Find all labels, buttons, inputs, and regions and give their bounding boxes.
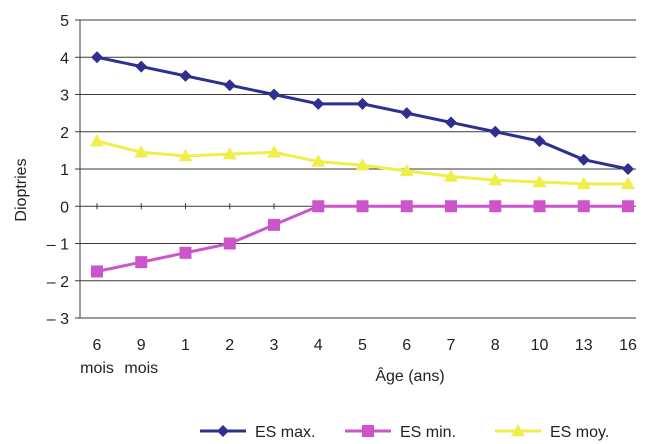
data-point: [355, 158, 370, 171]
y-tick-label: 2: [60, 125, 69, 142]
data-point: [135, 256, 148, 269]
data-point: [400, 200, 413, 213]
x-tick-label: 3: [270, 337, 279, 354]
legend-item: ES max.: [200, 424, 315, 441]
data-point: [222, 147, 237, 160]
data-point: [621, 176, 635, 190]
x-tick-label: 13: [575, 337, 593, 354]
y-tick-label: 4: [60, 50, 69, 67]
data-point: [489, 200, 502, 213]
x-axis-label: Âge (ans): [375, 366, 444, 385]
data-point: [532, 175, 547, 188]
y-axis-label: Dioptries: [13, 158, 30, 221]
x-tick-sublabel: mois: [124, 360, 158, 377]
data-point: [311, 154, 326, 167]
legend-marker: [362, 425, 374, 437]
y-tick-label: 0: [60, 199, 69, 216]
x-tick-label: 9: [137, 337, 146, 354]
series-group: [90, 51, 635, 278]
y-tick-label: 3: [60, 88, 69, 105]
data-point: [577, 153, 590, 166]
y-tick-labels: 5 4 3 2 1 0 – 1 – 2 – 3: [47, 13, 69, 328]
data-point: [135, 60, 148, 73]
data-point: [223, 237, 236, 250]
series-1: [91, 51, 634, 175]
data-point: [399, 163, 414, 177]
legend-marker: [511, 424, 525, 437]
data-point: [223, 79, 236, 92]
data-point: [179, 69, 192, 82]
legend-label: ES min.: [400, 424, 456, 441]
data-point: [488, 173, 503, 186]
data-point: [91, 51, 103, 64]
x-tick-label: 7: [447, 337, 456, 354]
data-point: [268, 218, 280, 231]
legend-marker: [217, 425, 229, 437]
legend-label: ES max.: [255, 424, 315, 441]
legend-item: ES min.: [345, 424, 456, 441]
data-point: [489, 125, 502, 138]
x-tick-label: 10: [531, 337, 549, 354]
data-point: [622, 163, 634, 175]
x-tick-label: 16: [619, 337, 637, 354]
data-point: [90, 134, 104, 147]
data-point: [445, 200, 457, 213]
data-point: [179, 246, 192, 259]
legend-item: ES moy.: [495, 424, 609, 441]
y-tick-label: – 1: [47, 237, 69, 254]
data-point: [178, 148, 193, 162]
series-2: [91, 200, 634, 278]
series-line: [96, 204, 628, 273]
y-tick-label: 1: [60, 162, 69, 179]
legend: ES max. ES min. ES moy.: [200, 424, 609, 441]
data-point: [577, 200, 590, 213]
x-tick-label: 6: [402, 337, 411, 354]
x-tick-label: 6: [93, 337, 102, 354]
data-point: [356, 200, 369, 213]
data-point: [622, 200, 634, 213]
y-tick-label: – 3: [47, 311, 69, 328]
data-point: [444, 169, 458, 182]
data-point: [312, 200, 325, 213]
data-point: [533, 200, 546, 213]
x-tick-label: 5: [358, 337, 367, 354]
series-line: [96, 55, 629, 171]
series-3: [90, 134, 635, 190]
data-point: [400, 107, 413, 120]
x-tick-sublabel: mois: [80, 360, 114, 377]
data-point: [268, 88, 280, 101]
y-tick-label: 5: [60, 13, 69, 30]
data-point: [576, 176, 591, 190]
x-tick-labels: 6 mois 9 mois 1 2 3 4 5 6 7 8 10 13 16: [80, 337, 637, 377]
data-point: [356, 97, 369, 110]
x-tick-label: 8: [491, 337, 500, 354]
y-tick-label: – 2: [47, 274, 69, 291]
data-point: [533, 135, 546, 148]
x-tick-label: 4: [314, 337, 323, 354]
gridlines: [80, 19, 636, 282]
data-point: [312, 97, 325, 110]
data-point: [445, 116, 457, 129]
data-point: [267, 145, 281, 158]
data-point: [134, 145, 149, 158]
legend-label: ES moy.: [550, 424, 609, 441]
data-point: [91, 265, 103, 278]
x-tick-label: 2: [225, 337, 234, 354]
x-tick-label: 1: [181, 337, 190, 354]
